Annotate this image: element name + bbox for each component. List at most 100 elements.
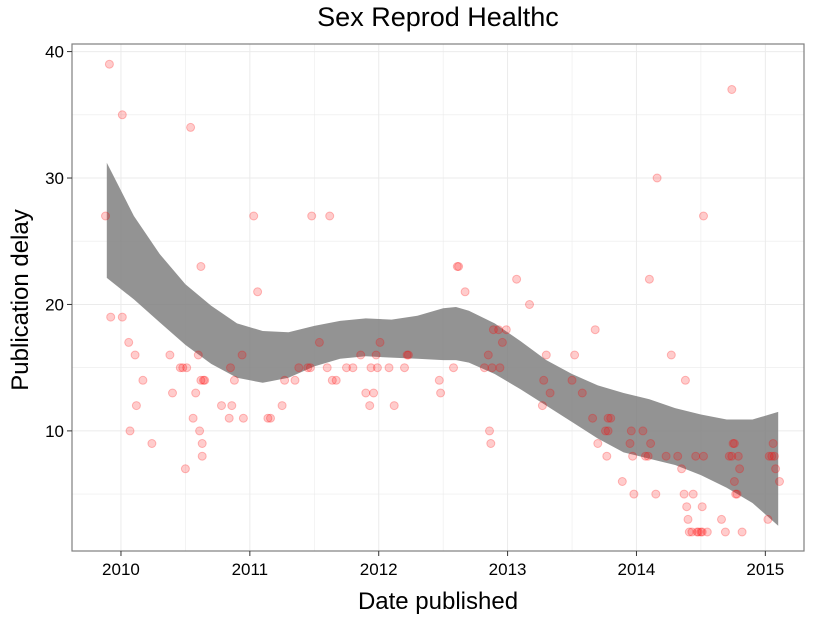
data-point	[365, 401, 375, 411]
y-tick-label: 20	[45, 295, 64, 314]
data-point	[229, 375, 239, 385]
data-point	[501, 325, 511, 335]
data-point	[626, 426, 636, 436]
data-point	[101, 211, 110, 221]
data-point	[106, 312, 116, 322]
data-point	[644, 274, 654, 284]
data-point	[449, 363, 458, 373]
data-point	[643, 451, 653, 461]
data-point	[539, 375, 549, 385]
data-point	[238, 413, 248, 423]
data-point	[687, 527, 697, 537]
data-point	[684, 527, 694, 537]
data-point	[182, 363, 192, 373]
data-point	[322, 363, 332, 373]
data-point	[193, 350, 203, 360]
data-point	[483, 350, 493, 360]
data-point	[175, 363, 185, 373]
data-point	[767, 451, 777, 461]
data-point	[487, 363, 497, 373]
x-tick-label: 2013	[489, 560, 527, 579]
data-point	[372, 363, 382, 373]
data-point	[764, 451, 774, 461]
data-point	[217, 401, 226, 411]
data-point	[603, 426, 613, 436]
data-point	[541, 350, 551, 360]
data-point	[400, 363, 409, 373]
x-axis: 2010 2011 2012 2013 2014 2015	[102, 551, 784, 579]
y-tick-label: 40	[45, 43, 64, 62]
data-point	[693, 527, 703, 537]
data-point	[188, 413, 198, 423]
data-point	[196, 375, 206, 385]
data-point	[375, 337, 385, 347]
data-point	[735, 464, 745, 474]
data-point	[130, 350, 140, 360]
data-point	[691, 451, 701, 461]
data-point	[733, 451, 743, 461]
x-tick-label: 2012	[360, 560, 398, 579]
y-tick-label: 30	[45, 169, 64, 188]
data-point	[384, 363, 394, 373]
data-point	[682, 502, 692, 512]
chart-title: Sex Reprod Healthc	[317, 2, 559, 32]
y-axis-title: Publication delay	[7, 209, 34, 390]
data-point	[699, 451, 708, 461]
smooth-band-layer	[106, 162, 779, 526]
data-point	[729, 439, 739, 448]
data-point	[314, 337, 324, 347]
data-point	[702, 527, 712, 537]
data-point	[434, 375, 444, 385]
x-axis-title: Date published	[358, 588, 518, 615]
data-point	[763, 514, 773, 524]
data-point	[628, 451, 638, 461]
data-point	[724, 451, 734, 461]
data-point	[168, 388, 177, 398]
data-point	[603, 413, 613, 423]
data-point	[371, 350, 381, 360]
confidence-band	[106, 162, 779, 526]
data-point	[117, 110, 127, 120]
data-point	[732, 489, 742, 499]
x-tick-label: 2014	[618, 560, 656, 579]
data-point	[191, 388, 201, 398]
data-point	[588, 413, 598, 423]
data-point	[403, 350, 413, 360]
data-point	[195, 426, 205, 436]
data-point	[629, 489, 639, 499]
data-point	[348, 363, 358, 373]
data-point	[277, 401, 287, 411]
data-point	[697, 502, 707, 512]
data-point	[402, 350, 412, 360]
data-point	[590, 325, 600, 335]
data-point	[683, 514, 693, 524]
data-point	[485, 426, 494, 436]
data-point	[249, 211, 259, 221]
data-point	[361, 388, 371, 398]
data-point	[677, 464, 687, 474]
data-point	[227, 401, 237, 411]
data-point	[696, 527, 706, 537]
x-tick-label: 2010	[102, 560, 140, 579]
data-point	[537, 401, 547, 411]
data-point	[237, 350, 247, 360]
data-point	[727, 451, 737, 461]
data-point	[104, 59, 114, 69]
data-point	[771, 464, 781, 474]
data-point	[356, 350, 366, 360]
data-point	[652, 173, 662, 183]
data-point	[651, 489, 661, 499]
data-point	[570, 350, 580, 360]
data-point	[601, 426, 610, 436]
data-point	[661, 451, 671, 461]
data-point	[197, 439, 207, 448]
data-point	[436, 388, 446, 398]
data-point	[494, 325, 504, 335]
data-point	[497, 337, 507, 347]
data-point	[512, 274, 522, 284]
data-point	[646, 439, 656, 448]
data-point	[305, 363, 315, 373]
data-point	[717, 514, 726, 524]
data-point	[737, 527, 747, 537]
points-layer	[101, 59, 784, 537]
